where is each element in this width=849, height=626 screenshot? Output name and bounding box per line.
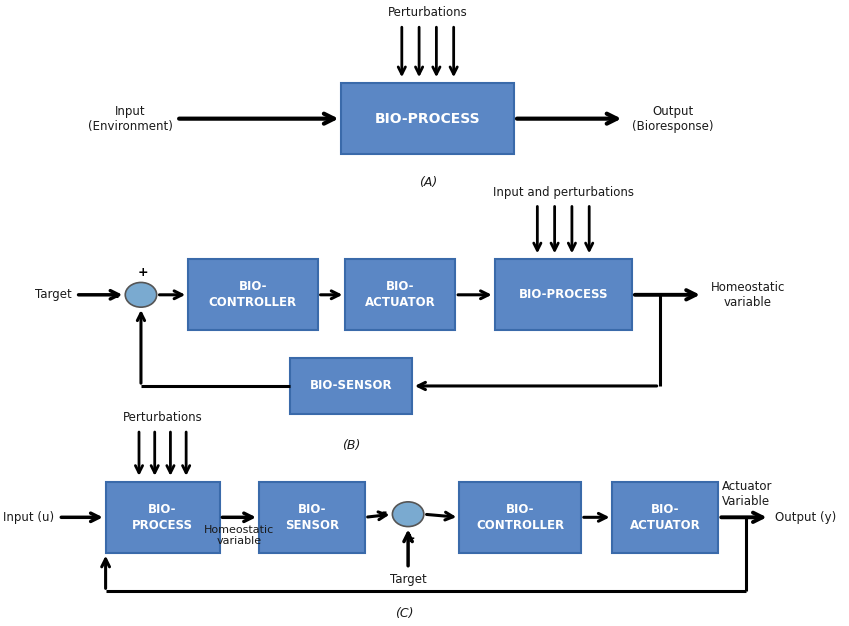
Text: (A): (A) (419, 176, 437, 189)
FancyBboxPatch shape (346, 259, 455, 331)
FancyBboxPatch shape (494, 259, 632, 331)
Text: BIO-
ACTUATOR: BIO- ACTUATOR (365, 280, 436, 309)
Text: -: - (114, 291, 119, 304)
Text: BIO-
CONTROLLER: BIO- CONTROLLER (209, 280, 297, 309)
Text: Homeostatic
variable: Homeostatic variable (204, 525, 274, 546)
Text: (C): (C) (395, 607, 413, 620)
Text: Homeostatic
variable: Homeostatic variable (711, 281, 785, 309)
Text: Target: Target (390, 573, 426, 586)
Text: Target: Target (35, 289, 72, 301)
Text: Input
(Environment): Input (Environment) (87, 105, 172, 133)
Text: BIO-
ACTUATOR: BIO- ACTUATOR (630, 503, 700, 532)
FancyBboxPatch shape (341, 83, 514, 154)
Text: BIO-
CONTROLLER: BIO- CONTROLLER (476, 503, 564, 532)
Text: BIO-PROCESS: BIO-PROCESS (519, 289, 608, 301)
Text: +: + (404, 531, 415, 545)
Text: -: - (381, 506, 386, 520)
Circle shape (126, 282, 157, 307)
Circle shape (392, 502, 424, 526)
FancyBboxPatch shape (290, 358, 412, 414)
Text: Output
(Bioresponse): Output (Bioresponse) (632, 105, 713, 133)
FancyBboxPatch shape (188, 259, 318, 331)
Text: Perturbations: Perturbations (388, 6, 468, 19)
Text: +: + (138, 266, 149, 279)
FancyBboxPatch shape (459, 482, 581, 553)
Text: Perturbations: Perturbations (123, 411, 202, 424)
Text: Input (u): Input (u) (3, 511, 54, 524)
Text: BIO-
PROCESS: BIO- PROCESS (132, 503, 193, 532)
Text: Input and perturbations: Input and perturbations (492, 186, 633, 198)
Text: BIO-
SENSOR: BIO- SENSOR (284, 503, 339, 532)
Text: BIO-SENSOR: BIO-SENSOR (310, 379, 392, 393)
FancyBboxPatch shape (259, 482, 365, 553)
FancyBboxPatch shape (612, 482, 718, 553)
FancyBboxPatch shape (105, 482, 220, 553)
Text: BIO-PROCESS: BIO-PROCESS (375, 111, 481, 126)
Text: Output (y): Output (y) (775, 511, 836, 524)
Text: Actuator
Variable: Actuator Variable (722, 480, 773, 508)
Text: (B): (B) (342, 438, 360, 451)
